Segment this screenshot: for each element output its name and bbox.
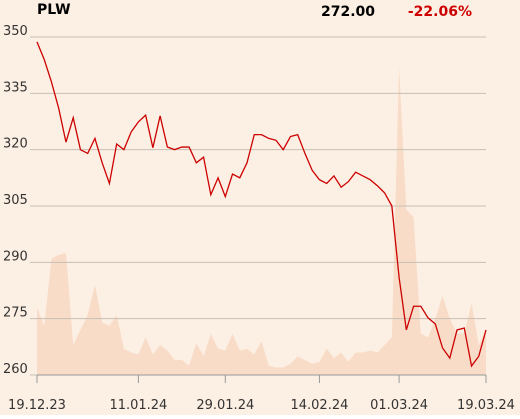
price: 272.00 [321,4,375,20]
x-tick-label: 14.02.24 [290,398,348,413]
y-tick-label: 335 [3,80,28,95]
y-tick-label: 305 [3,193,28,208]
y-tick-label: 260 [3,362,28,377]
y-tick-label: 290 [3,249,28,264]
y-tick-label: 320 [3,137,28,152]
x-tick-label: 01.03.24 [370,398,428,413]
x-tick-label: 11.01.24 [109,398,167,413]
y-tick-label: 275 [3,306,28,321]
y-tick-label: 350 [3,24,28,39]
x-tick-label: 19.03.24 [457,398,515,413]
price-line [36,41,487,368]
x-tick-label: 29.01.24 [196,398,254,413]
ticker: PLW [37,2,71,18]
x-tick-label: 19.12.23 [8,398,66,413]
change: -22.06% [408,4,472,20]
